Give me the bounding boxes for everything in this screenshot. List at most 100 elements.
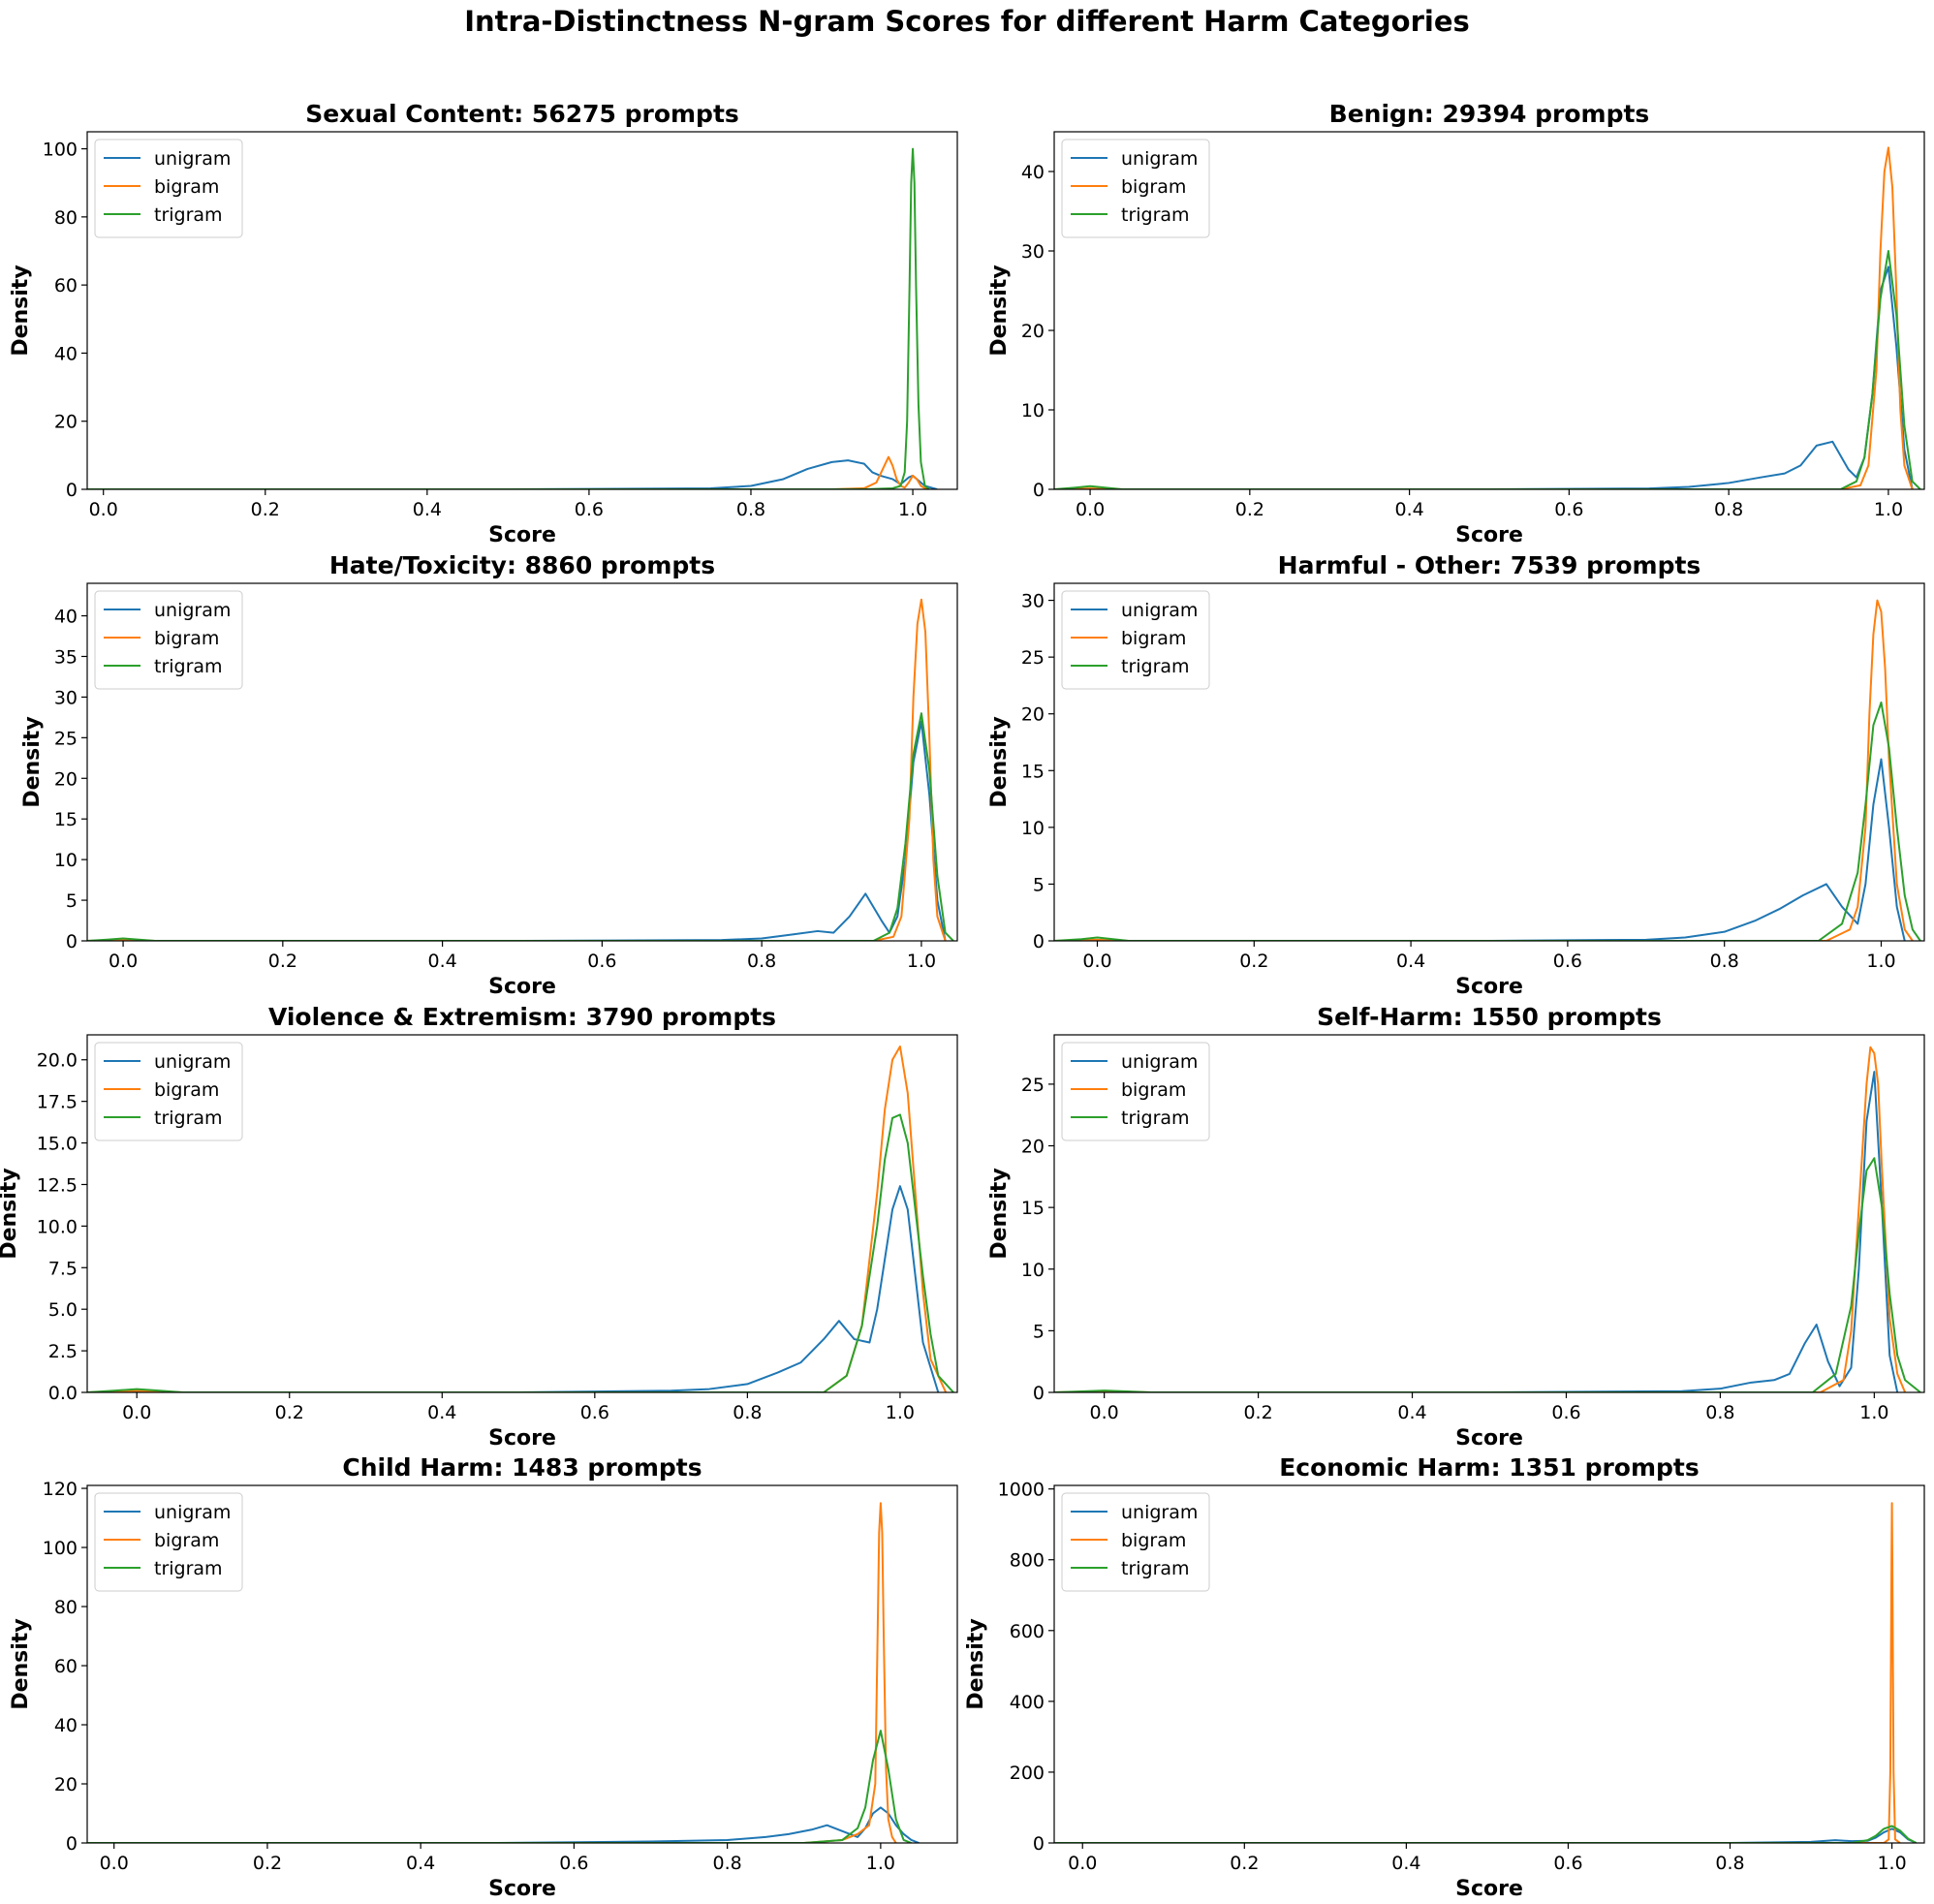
series-lines — [1054, 599, 1921, 941]
y-tick-label: 40 — [1021, 162, 1045, 183]
x-tick-label: 1.0 — [1859, 1402, 1888, 1423]
y-tick-label: 0 — [1033, 1383, 1045, 1404]
x-tick-label: 0.0 — [1082, 951, 1111, 972]
series-line-unigram — [87, 720, 947, 941]
y-tick-label: 40 — [54, 607, 78, 628]
y-tick-label: 600 — [1010, 1621, 1045, 1642]
legend-label-bigram: bigram — [154, 1530, 219, 1551]
y-tick-label: 35 — [54, 646, 78, 668]
x-tick-label: 0.6 — [1551, 1402, 1580, 1423]
y-axis-label: Density — [987, 716, 1012, 807]
y-tick-label: 30 — [1021, 591, 1045, 612]
x-tick-label: 0.0 — [1090, 1402, 1119, 1423]
x-axis-label: Score — [1455, 523, 1523, 547]
y-tick-label: 0 — [1033, 480, 1045, 501]
legend: unigram bigram trigram — [1061, 1492, 1210, 1592]
x-tick-label: 1.0 — [1877, 1853, 1906, 1874]
y-tick-label: 15.0 — [37, 1134, 78, 1155]
series-lines — [1054, 1046, 1921, 1392]
subplot-title: Violence & Extremism: 3790 prompts — [268, 1003, 776, 1031]
x-tick-label: 0.2 — [1235, 499, 1264, 520]
y-tick-label: 20 — [54, 768, 78, 790]
x-tick-label: 0.8 — [1714, 499, 1743, 520]
subplot-title: Benign: 29394 prompts — [1329, 100, 1650, 128]
legend-label-unigram: unigram — [1121, 1502, 1198, 1523]
subplot-title: Harmful - Other: 7539 prompts — [1278, 551, 1701, 579]
x-tick-label: 0.2 — [1239, 951, 1268, 972]
y-tick-label: 1000 — [998, 1480, 1045, 1501]
legend-box — [1061, 139, 1210, 238]
series-lines — [87, 1502, 920, 1843]
legend-label-unigram: unigram — [1121, 1051, 1198, 1073]
x-tick-label: 0.0 — [89, 499, 118, 520]
subplot-title: Economic Harm: 1351 prompts — [1279, 1453, 1700, 1482]
x-tick-label: 0.0 — [109, 951, 138, 972]
legend-label-bigram: bigram — [1121, 176, 1186, 198]
x-tick-label: 0.6 — [559, 1853, 588, 1874]
y-tick-label: 15 — [1021, 761, 1045, 782]
y-tick-label: 7.5 — [48, 1258, 78, 1279]
x-tick-label: 0.2 — [251, 499, 280, 520]
y-tick-label: 400 — [1010, 1692, 1045, 1713]
x-tick-label: 1.0 — [1874, 499, 1903, 520]
x-tick-label: 1.0 — [1866, 951, 1895, 972]
legend: unigram bigram trigram — [1061, 139, 1210, 238]
subplot-6: Self-Harm: 1550 prompts 0.0 0.2 0.4 0.6 0.8 1.… — [987, 1003, 1925, 1451]
y-tick-label: 10 — [1021, 400, 1045, 421]
legend-label-bigram: bigram — [1121, 1530, 1186, 1551]
series-line-trigram — [87, 1730, 912, 1843]
x-tick-label: 1.0 — [886, 1402, 915, 1423]
x-axis-label: Score — [1455, 1877, 1523, 1901]
y-tick-label: 10.0 — [37, 1216, 78, 1237]
x-axis-label: Score — [1455, 975, 1523, 999]
axes-frame — [1053, 582, 1925, 942]
panels-container: Sexual Content: 56275 prompts 0.0 0.2 0.4 0.… — [0, 100, 1925, 1901]
y-tick-label: 20 — [1021, 321, 1045, 342]
x-tick-label: 0.6 — [1553, 951, 1582, 972]
y-tick-label: 20 — [54, 1774, 78, 1795]
y-tick-label: 60 — [54, 1656, 78, 1677]
legend-label-trigram: trigram — [154, 1558, 223, 1579]
legend-box — [94, 139, 243, 238]
legend-label-bigram: bigram — [1121, 1079, 1186, 1101]
y-tick-label: 5 — [1033, 1321, 1045, 1342]
legend: unigram bigram trigram — [94, 139, 243, 238]
legend-box — [94, 590, 243, 690]
x-tick-label: 0.4 — [413, 499, 442, 520]
subplot-8: Economic Harm: 1351 prompts 0.0 0.2 0.4 0.6 0… — [964, 1453, 1925, 1901]
legend-label-trigram: trigram — [154, 204, 223, 226]
x-tick-label: 0.4 — [1397, 1402, 1426, 1423]
y-tick-label: 2.5 — [48, 1341, 78, 1362]
axes-frame — [1053, 1484, 1925, 1844]
legend: unigram bigram trigram — [1061, 1042, 1210, 1141]
axes-frame — [86, 582, 958, 942]
y-tick-label: 800 — [1010, 1550, 1045, 1572]
y-tick-label: 0 — [66, 931, 78, 952]
x-tick-label: 0.4 — [1396, 951, 1425, 972]
y-tick-label: 40 — [54, 343, 78, 364]
subplot-7: Child Harm: 1483 prompts 0.0 0.2 0.4 0.6 0.8 1… — [9, 1453, 958, 1901]
y-tick-label: 25 — [1021, 647, 1045, 669]
y-axis-label: Density — [964, 1618, 988, 1709]
legend-label-unigram: unigram — [154, 1051, 231, 1073]
legend-label-unigram: unigram — [1121, 600, 1198, 621]
legend: unigram bigram trigram — [94, 1492, 243, 1592]
legend: unigram bigram trigram — [1061, 590, 1210, 690]
x-tick-label: 0.4 — [427, 1402, 456, 1423]
legend-label-trigram: trigram — [1121, 1558, 1190, 1579]
subplot-title: Sexual Content: 56275 prompts — [305, 100, 739, 128]
series-line-unigram — [1054, 1071, 1899, 1392]
x-tick-label: 0.8 — [1705, 1402, 1734, 1423]
figure-title: Intra-Distinctness N-gram Scores for dif… — [464, 5, 1470, 38]
x-tick-label: 0.2 — [1230, 1853, 1259, 1874]
subplot-3: Hate/Toxicity: 8860 prompts 0.0 0.2 0.4 0.6 0… — [20, 551, 958, 999]
y-tick-label: 80 — [54, 1597, 78, 1618]
x-tick-label: 0.6 — [587, 951, 616, 972]
x-tick-label: 0.4 — [406, 1853, 435, 1874]
y-tick-label: 20 — [54, 412, 78, 433]
series-line-bigram — [1054, 1502, 1901, 1843]
y-tick-label: 20 — [1021, 1137, 1045, 1158]
x-axis-label: Score — [488, 1426, 556, 1451]
legend-label-trigram: trigram — [154, 656, 223, 677]
